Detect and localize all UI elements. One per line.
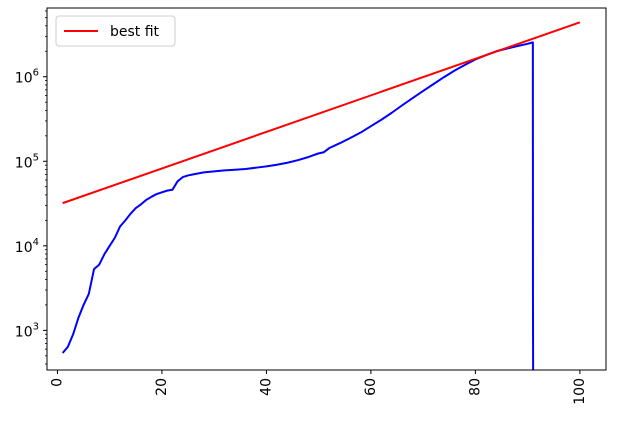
plot-background bbox=[47, 8, 606, 370]
y-axis: 103 104 105 106 bbox=[15, 68, 47, 340]
x-tick-label: 0 bbox=[49, 378, 65, 387]
best-fit-line bbox=[62, 21, 581, 205]
y-tick-label: 106 bbox=[15, 68, 39, 87]
x-tick-label: 100 bbox=[572, 378, 588, 405]
legend-box bbox=[55, 15, 176, 47]
x-axis: 0 20 40 60 80 100 bbox=[49, 370, 588, 405]
x-tick-label: 60 bbox=[363, 378, 379, 396]
x-tick-label: 80 bbox=[467, 378, 483, 396]
plot-frame bbox=[46, 7, 607, 371]
series-layer bbox=[61, 21, 581, 370]
y-tick-label: 103 bbox=[15, 321, 39, 340]
legend: best fit bbox=[55, 15, 176, 47]
x-tick-label: 20 bbox=[154, 378, 170, 396]
y-tick-label: 105 bbox=[15, 152, 39, 171]
data-line bbox=[61, 41, 535, 370]
x-tick-label: 40 bbox=[258, 378, 274, 396]
legend-label: best fit bbox=[110, 24, 160, 40]
y-tick-label: 104 bbox=[15, 237, 39, 256]
